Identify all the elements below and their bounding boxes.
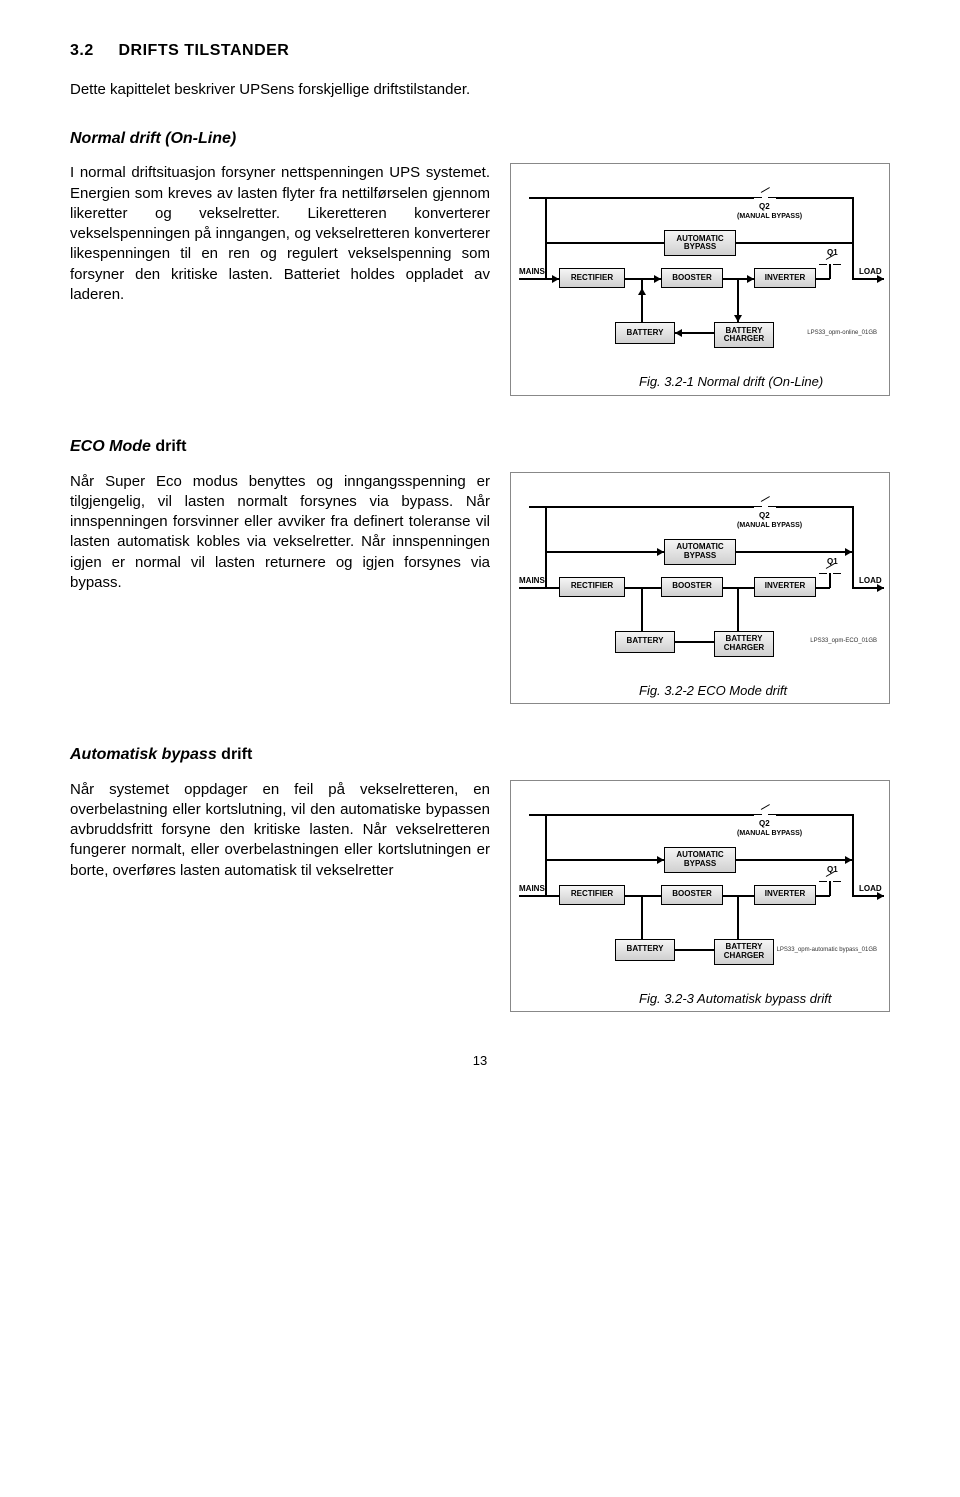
subsection-normal: Normal drift (On-Line) I normal driftsit… [70, 128, 890, 396]
diagram-footnote: LPS33_opm-online_01GB [807, 329, 877, 337]
auto-bypass-block: AUTOMATIC BYPASS [664, 539, 736, 565]
subsection-eco: ECO Mode drift Når Super Eco modus benyt… [70, 436, 890, 704]
booster-block: BOOSTER [661, 885, 723, 905]
battery-block: BATTERY [615, 939, 675, 961]
manual-bypass-label: (MANUAL BYPASS) [737, 212, 802, 221]
subheader-eco: ECO Mode drift [70, 436, 890, 458]
q1-label: Q1 [827, 248, 838, 259]
inverter-block: INVERTER [754, 268, 816, 288]
charger-block: BATTERY CHARGER [714, 322, 774, 348]
mains-label: MAINS [519, 884, 545, 895]
manual-bypass-label: (MANUAL BYPASS) [737, 521, 802, 530]
diagram-eco: Q2 (MANUAL BYPASS) AUTOMATIC BYPASS MAIN… [519, 481, 881, 676]
caption-normal: Fig. 3.2-1 Normal drift (On-Line) [519, 373, 881, 391]
rectifier-block: RECTIFIER [559, 268, 625, 288]
section-header: 3.2 DRIFTS TILSTANDER [70, 40, 890, 62]
body-normal: I normal driftsituasjon forsyner nettspe… [70, 163, 490, 305]
subsection-bypass: Automatisk bypass drift Når systemet opp… [70, 744, 890, 1012]
booster-block: BOOSTER [661, 268, 723, 288]
mains-label: MAINS [519, 576, 545, 587]
manual-bypass-label: (MANUAL BYPASS) [737, 829, 802, 838]
section-intro: Dette kapittelet beskriver UPSens forskj… [70, 80, 890, 100]
section-number: 3.2 [70, 42, 94, 59]
body-eco: Når Super Eco modus benyttes og inngangs… [70, 472, 490, 594]
diagram-footnote: LPS33_opm-automatic bypass_01GB [777, 946, 877, 954]
diagram-box-eco: Q2 (MANUAL BYPASS) AUTOMATIC BYPASS MAIN… [510, 472, 890, 705]
caption-eco: Fig. 3.2-2 ECO Mode drift [519, 682, 881, 700]
diagram-footnote: LPS33_opm-ECO_01GB [810, 637, 877, 645]
q1-label: Q1 [827, 557, 838, 568]
charger-block: BATTERY CHARGER [714, 631, 774, 657]
auto-bypass-block: AUTOMATIC BYPASS [664, 230, 736, 256]
diagram-normal: Q2 (MANUAL BYPASS) AUTOMATIC BYPASS MAIN… [519, 172, 881, 367]
rectifier-block: RECTIFIER [559, 577, 625, 597]
diagram-box-bypass: Q2 (MANUAL BYPASS) AUTOMATIC BYPASS MAIN… [510, 780, 890, 1013]
caption-bypass: Fig. 3.2-3 Automatisk bypass drift [519, 990, 881, 1008]
inverter-block: INVERTER [754, 577, 816, 597]
subheader-normal: Normal drift (On-Line) [70, 128, 890, 150]
inverter-block: INVERTER [754, 885, 816, 905]
booster-block: BOOSTER [661, 577, 723, 597]
subheader-bypass: Automatisk bypass drift [70, 744, 890, 766]
rectifier-block: RECTIFIER [559, 885, 625, 905]
diagram-box-normal: Q2 (MANUAL BYPASS) AUTOMATIC BYPASS MAIN… [510, 163, 890, 396]
page-number: 13 [70, 1052, 890, 1070]
section-title: DRIFTS TILSTANDER [118, 42, 289, 59]
battery-block: BATTERY [615, 322, 675, 344]
q1-label: Q1 [827, 865, 838, 876]
diagram-bypass: Q2 (MANUAL BYPASS) AUTOMATIC BYPASS MAIN… [519, 789, 881, 984]
auto-bypass-block: AUTOMATIC BYPASS [664, 847, 736, 873]
body-bypass: Når systemet oppdager en feil på vekselr… [70, 780, 490, 881]
charger-block: BATTERY CHARGER [714, 939, 774, 965]
battery-block: BATTERY [615, 631, 675, 653]
mains-label: MAINS [519, 267, 545, 278]
